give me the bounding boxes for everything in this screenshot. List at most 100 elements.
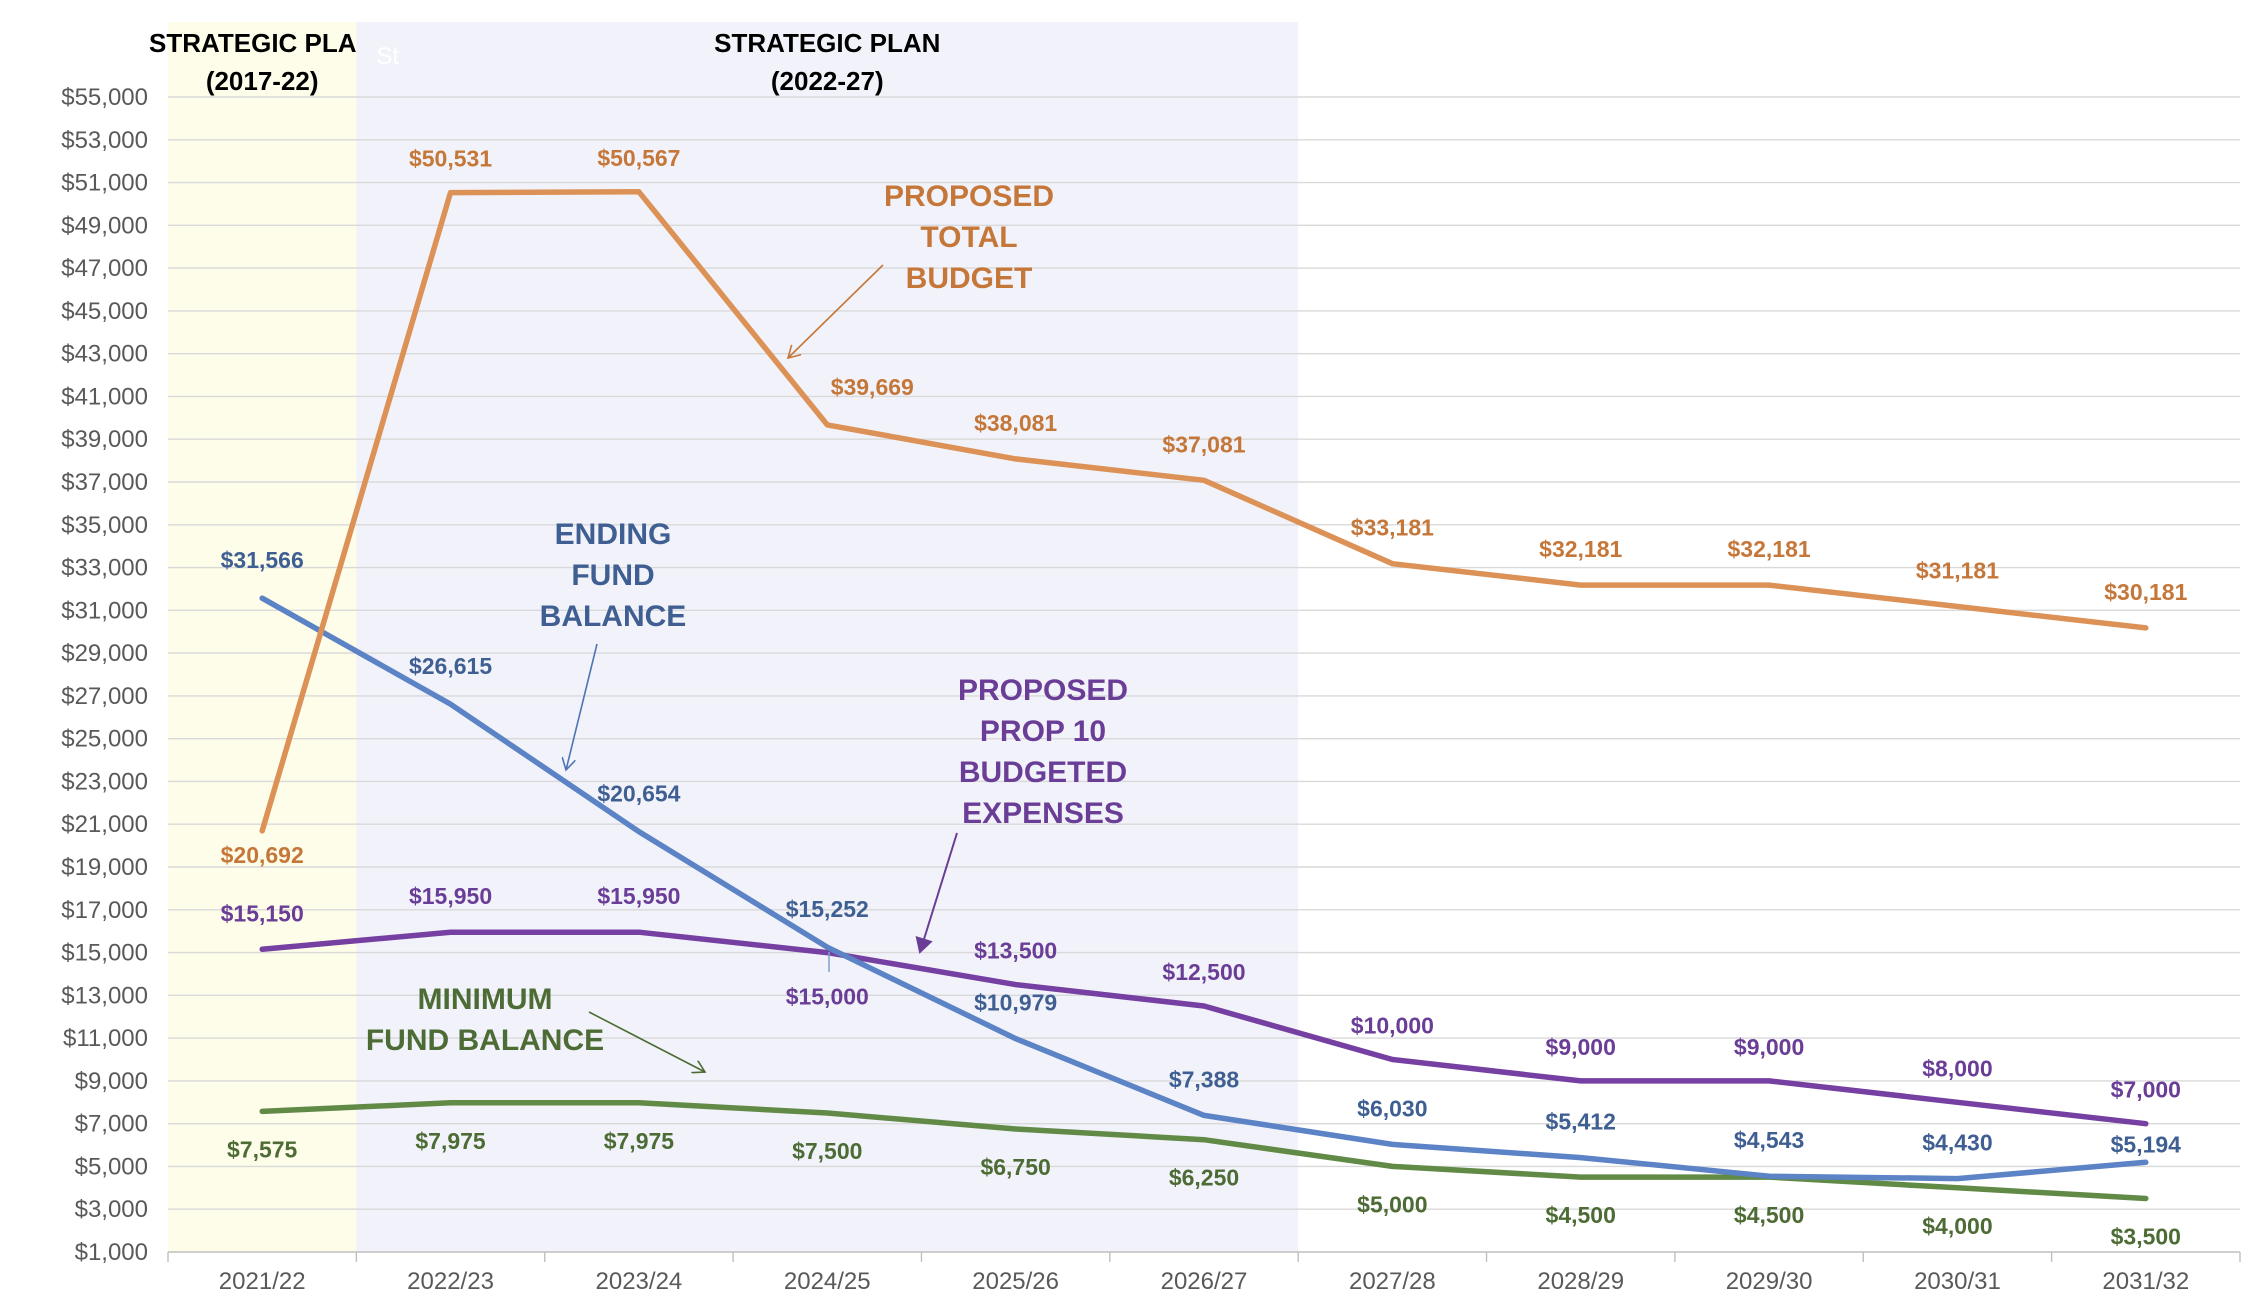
data-label-series-2: $9,000 xyxy=(1546,1034,1616,1060)
plan-band-title-1: STRATEGIC PLAN xyxy=(714,28,940,58)
y-tick-label: $5,000 xyxy=(75,1153,148,1180)
y-tick-label: $33,000 xyxy=(61,555,148,582)
y-tick-label: $53,000 xyxy=(61,127,148,154)
data-label-series-2: $10,000 xyxy=(1351,1013,1434,1039)
data-label-series-2: $7,000 xyxy=(2111,1077,2181,1103)
data-label-series-0: $39,669 xyxy=(831,374,914,400)
series-annotation-1: FUND xyxy=(571,559,654,592)
series-annotation-2: EXPENSES xyxy=(962,797,1124,830)
series-annotation-0: PROPOSED xyxy=(884,180,1054,213)
y-tick-label: $41,000 xyxy=(61,383,148,410)
series-annotation-1: BALANCE xyxy=(540,600,687,633)
data-label-series-2: $9,000 xyxy=(1734,1034,1804,1060)
x-tick-label: 2023/24 xyxy=(596,1268,683,1295)
data-label-series-0: $37,081 xyxy=(1162,431,1245,457)
y-tick-label: $17,000 xyxy=(61,897,148,924)
series-annotation-2: BUDGETED xyxy=(959,756,1127,789)
y-tick-label: $23,000 xyxy=(61,768,148,795)
data-label-series-3: $7,575 xyxy=(227,1136,298,1162)
data-label-series-2: $15,150 xyxy=(221,900,304,926)
data-label-series-0: $30,181 xyxy=(2104,579,2187,605)
y-tick-label: $45,000 xyxy=(61,298,148,325)
data-label-series-2: $13,500 xyxy=(974,938,1057,964)
annotation-arrow-minimum-fund-balance xyxy=(588,1011,705,1072)
annotation-arrow-ending-fund-balance xyxy=(566,643,598,770)
plan-bands: STRATEGIC PLAN (2017-22) STRATEGIC PLAN (20… xyxy=(149,22,1299,1252)
series-annotation-3: FUND BALANCE xyxy=(366,1024,604,1057)
series-line-0 xyxy=(259,189,2149,834)
series-line-3 xyxy=(259,1100,2149,1202)
x-tick-label: 2021/22 xyxy=(219,1268,306,1295)
x-tick-label: 2022/23 xyxy=(407,1268,494,1295)
y-tick-label: $15,000 xyxy=(61,940,148,967)
y-tick-label: $43,000 xyxy=(61,341,148,368)
annotation-arrow-total-budget xyxy=(788,264,884,358)
y-tick-label: $49,000 xyxy=(61,212,148,239)
data-label-series-3: $3,500 xyxy=(2111,1224,2181,1250)
plan-band-title-0: STRATEGIC PLAN xyxy=(149,28,375,58)
series-annotation-2: PROP 10 xyxy=(980,715,1106,748)
data-label-series-0: $32,181 xyxy=(1539,536,1622,562)
y-tick-label: $1,000 xyxy=(75,1239,148,1266)
y-tick-label: $27,000 xyxy=(61,683,148,710)
y-tick-label: $35,000 xyxy=(61,512,148,539)
x-tick-label: 2029/30 xyxy=(1726,1268,1813,1295)
series-annotation-2: PROPOSED xyxy=(958,674,1128,707)
annotation-arrows xyxy=(566,264,958,1072)
plan-band-stray-text-1: St xyxy=(376,43,399,70)
data-label-series-2: $15,950 xyxy=(409,883,492,909)
data-label-series-0: $20,692 xyxy=(221,842,304,868)
series-annotation-0: BUDGET xyxy=(906,262,1033,295)
plan-band-1 xyxy=(356,22,1299,1252)
y-tick-label: $39,000 xyxy=(61,426,148,453)
series-annotations: PROPOSED TOTAL BUDGET ENDING FUND BALANCE PROP… xyxy=(366,180,1128,1057)
data-label-series-1: $4,430 xyxy=(1922,1130,1992,1156)
data-label-series-1: $20,654 xyxy=(597,781,680,807)
x-tick-label: 2031/32 xyxy=(2102,1268,2189,1295)
data-label-series-3: $6,750 xyxy=(980,1154,1050,1180)
data-label-series-3: $4,000 xyxy=(1922,1213,1992,1239)
y-tick-label: $7,000 xyxy=(75,1111,148,1138)
y-tick-label: $3,000 xyxy=(75,1196,148,1223)
data-label-series-0: $38,081 xyxy=(974,410,1057,436)
data-label-series-1: $15,252 xyxy=(786,896,869,922)
data-label-series-0: $50,567 xyxy=(597,145,680,171)
plan-band-period-1: (2022-27) xyxy=(771,66,884,96)
data-label-series-0: $50,531 xyxy=(409,146,492,172)
data-label-series-3: $7,975 xyxy=(415,1128,486,1154)
gridlines xyxy=(168,96,2240,1210)
axes: $1,000 $3,000 $5,000 $7,000 $9,000 $11,000 $13… xyxy=(61,84,2241,1295)
series-annotation-3: MINIMUM xyxy=(418,983,553,1016)
data-label-series-2: $8,000 xyxy=(1922,1055,1992,1081)
series-annotation-0: TOTAL xyxy=(920,221,1017,254)
y-tick-label: $37,000 xyxy=(61,469,148,496)
x-tick-label: 2025/26 xyxy=(972,1268,1059,1295)
data-label-series-0: $32,181 xyxy=(1728,536,1811,562)
data-label-series-1: $7,388 xyxy=(1169,1066,1240,1092)
x-tick-label: 2030/31 xyxy=(1914,1268,2001,1295)
data-label-series-1: $6,030 xyxy=(1357,1095,1427,1121)
series-annotation-1: ENDING xyxy=(555,518,672,551)
annotation-arrow-prop10-expenses xyxy=(915,832,958,954)
data-label-series-2: $12,500 xyxy=(1162,959,1245,985)
data-label-series-1: $5,412 xyxy=(1546,1109,1616,1135)
data-label-series-3: $6,250 xyxy=(1169,1165,1239,1191)
data-label-series-1: $4,543 xyxy=(1734,1127,1804,1153)
series-line-1 xyxy=(259,595,2149,1182)
y-tick-label: $47,000 xyxy=(61,255,148,282)
data-label-series-1: $31,566 xyxy=(221,547,304,573)
y-tick-label: $13,000 xyxy=(61,982,148,1009)
y-tick-label: $55,000 xyxy=(61,84,148,111)
data-label-series-3: $4,500 xyxy=(1734,1202,1804,1228)
data-label-series-2: $15,950 xyxy=(597,883,680,909)
data-label-series-2: $15,000 xyxy=(786,984,869,1010)
series-line-2 xyxy=(259,929,2149,1127)
x-tick-label: 2024/25 xyxy=(784,1268,871,1295)
x-tick-label: 2028/29 xyxy=(1537,1268,1624,1295)
y-tick-label: $29,000 xyxy=(61,640,148,667)
data-label-series-1: $10,979 xyxy=(974,990,1057,1016)
y-tick-label: $9,000 xyxy=(75,1068,148,1095)
x-tick-label: 2027/28 xyxy=(1349,1268,1436,1295)
y-tick-label: $31,000 xyxy=(61,597,148,624)
